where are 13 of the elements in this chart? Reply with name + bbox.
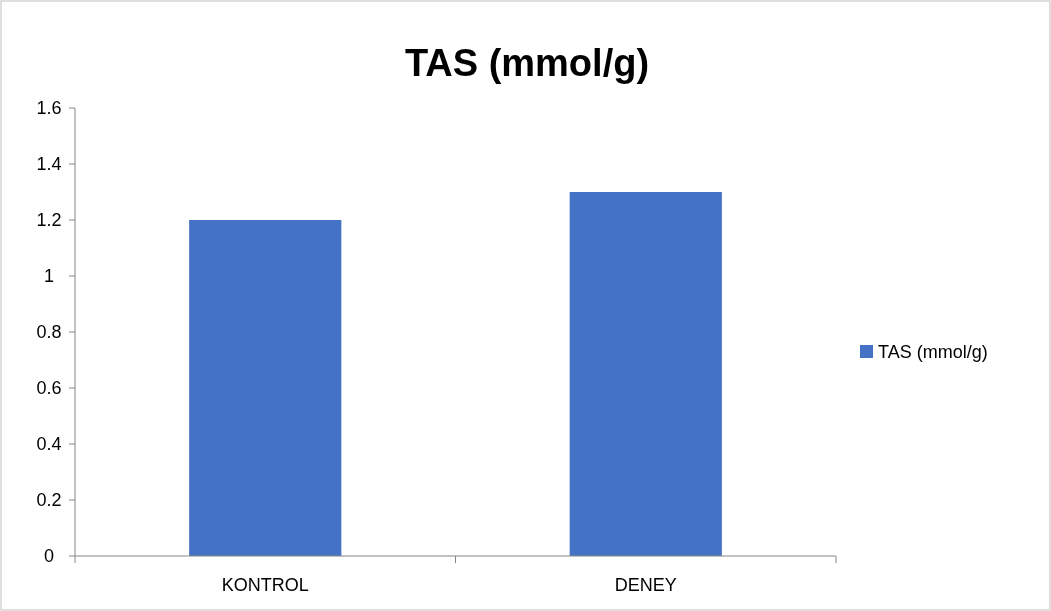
y-tick-label: 1.4	[36, 154, 62, 175]
y-tick-label: 1	[43, 266, 55, 287]
chart-title: TAS (mmol/g)	[404, 42, 650, 84]
y-tick-label: 0.2	[36, 490, 62, 511]
x-tick-label: KONTROL	[221, 575, 309, 595]
y-tick-label: 1.6	[36, 98, 62, 119]
y-tick-label: 0.4	[36, 434, 62, 455]
legend-label: TAS (mmol/g)	[878, 342, 988, 363]
y-tick-label: 1.2	[36, 210, 62, 231]
x-tick-label: DENEY	[614, 575, 677, 595]
y-tick-label: 0.8	[36, 322, 62, 343]
y-tick-label: 0.6	[36, 378, 62, 399]
y-tick-label: 0	[43, 546, 55, 567]
